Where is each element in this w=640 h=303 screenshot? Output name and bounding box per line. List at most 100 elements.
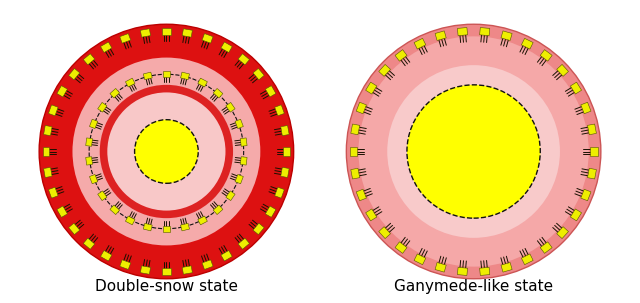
Polygon shape <box>540 50 552 61</box>
Polygon shape <box>83 54 95 65</box>
Circle shape <box>72 58 260 245</box>
Polygon shape <box>98 102 107 112</box>
Polygon shape <box>356 189 367 201</box>
Polygon shape <box>253 223 264 235</box>
Polygon shape <box>180 72 189 80</box>
Polygon shape <box>221 42 232 52</box>
Polygon shape <box>349 147 357 156</box>
Polygon shape <box>590 147 598 156</box>
Polygon shape <box>479 28 490 36</box>
Polygon shape <box>395 242 407 253</box>
Polygon shape <box>120 260 131 269</box>
Polygon shape <box>110 205 120 215</box>
Text: Ganymede-like state: Ganymede-like state <box>394 279 553 294</box>
Polygon shape <box>42 147 49 156</box>
Circle shape <box>346 24 601 279</box>
Polygon shape <box>379 65 390 76</box>
Polygon shape <box>275 105 284 116</box>
Polygon shape <box>83 238 95 249</box>
Polygon shape <box>253 68 264 80</box>
Polygon shape <box>240 138 247 146</box>
Polygon shape <box>557 65 568 76</box>
Polygon shape <box>100 42 112 52</box>
Polygon shape <box>98 191 107 201</box>
Polygon shape <box>49 187 58 198</box>
Polygon shape <box>226 102 235 112</box>
Polygon shape <box>281 125 289 136</box>
Polygon shape <box>44 167 52 178</box>
Circle shape <box>108 92 225 211</box>
Polygon shape <box>163 71 170 77</box>
Polygon shape <box>202 260 213 269</box>
Polygon shape <box>238 54 250 65</box>
Circle shape <box>134 120 198 183</box>
Polygon shape <box>110 88 120 98</box>
Polygon shape <box>90 119 98 128</box>
Polygon shape <box>86 138 93 146</box>
Polygon shape <box>143 72 152 80</box>
Circle shape <box>387 65 560 238</box>
Polygon shape <box>501 262 512 272</box>
Polygon shape <box>162 268 171 275</box>
Polygon shape <box>458 28 468 36</box>
Polygon shape <box>266 86 276 97</box>
Polygon shape <box>557 227 568 238</box>
Polygon shape <box>162 28 171 35</box>
Polygon shape <box>379 227 390 238</box>
Polygon shape <box>49 105 58 116</box>
Polygon shape <box>44 125 52 136</box>
Polygon shape <box>435 262 446 272</box>
Polygon shape <box>120 34 131 43</box>
Polygon shape <box>266 206 276 217</box>
Polygon shape <box>522 254 533 265</box>
Circle shape <box>100 85 233 218</box>
Polygon shape <box>143 223 152 231</box>
Polygon shape <box>182 29 193 37</box>
Polygon shape <box>588 168 596 179</box>
Polygon shape <box>198 216 207 225</box>
Polygon shape <box>522 38 533 49</box>
Polygon shape <box>540 242 552 253</box>
Polygon shape <box>275 187 284 198</box>
Polygon shape <box>202 34 213 43</box>
Polygon shape <box>140 29 150 37</box>
Polygon shape <box>356 102 367 114</box>
Polygon shape <box>395 50 407 61</box>
Polygon shape <box>588 124 596 135</box>
Polygon shape <box>163 226 170 232</box>
Polygon shape <box>221 251 232 261</box>
Polygon shape <box>182 266 193 274</box>
Polygon shape <box>570 82 582 94</box>
Polygon shape <box>235 119 243 128</box>
Polygon shape <box>198 78 207 87</box>
Polygon shape <box>435 31 446 41</box>
Polygon shape <box>580 189 591 201</box>
Polygon shape <box>125 78 135 87</box>
Polygon shape <box>365 209 377 221</box>
Polygon shape <box>57 206 67 217</box>
Polygon shape <box>125 216 135 225</box>
Polygon shape <box>284 147 291 156</box>
Polygon shape <box>238 238 250 249</box>
Polygon shape <box>90 175 98 184</box>
Circle shape <box>407 85 540 218</box>
Polygon shape <box>213 205 223 215</box>
Polygon shape <box>580 102 591 114</box>
Circle shape <box>358 36 589 267</box>
Polygon shape <box>140 266 150 274</box>
Polygon shape <box>180 223 189 231</box>
Polygon shape <box>281 167 289 178</box>
Polygon shape <box>240 157 247 165</box>
Polygon shape <box>213 88 223 98</box>
Text: Double-snow state: Double-snow state <box>95 279 238 294</box>
Polygon shape <box>100 251 112 261</box>
Polygon shape <box>226 191 235 201</box>
Polygon shape <box>235 175 243 184</box>
Polygon shape <box>458 267 468 275</box>
Polygon shape <box>570 209 582 221</box>
Polygon shape <box>365 82 377 94</box>
Polygon shape <box>351 124 360 135</box>
Polygon shape <box>57 86 67 97</box>
Circle shape <box>39 24 294 279</box>
Polygon shape <box>68 68 80 80</box>
